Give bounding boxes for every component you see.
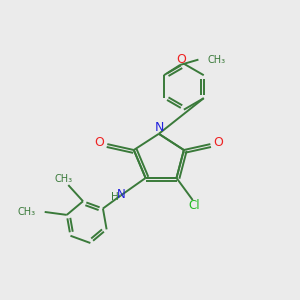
Text: O: O <box>214 136 224 149</box>
Text: N: N <box>117 188 126 201</box>
Text: CH₃: CH₃ <box>208 55 226 64</box>
Text: O: O <box>94 136 104 149</box>
Text: H: H <box>111 192 119 202</box>
Text: N: N <box>155 121 164 134</box>
Text: CH₃: CH₃ <box>18 207 36 217</box>
Text: CH₃: CH₃ <box>55 174 73 184</box>
Text: O: O <box>177 53 187 66</box>
Text: Cl: Cl <box>188 200 200 212</box>
